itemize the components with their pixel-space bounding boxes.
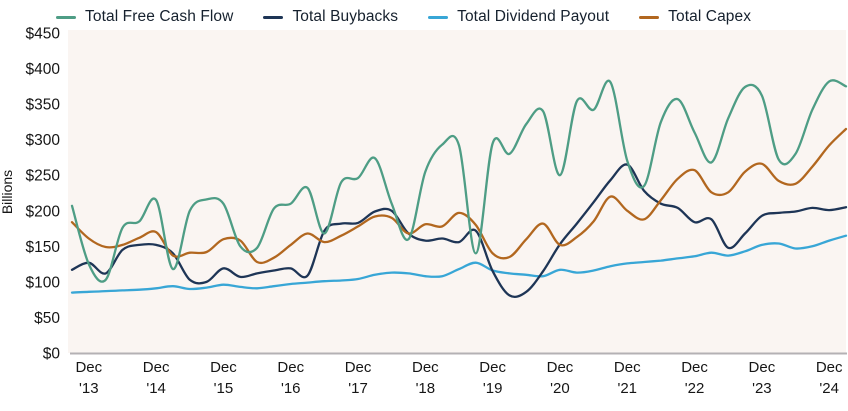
plot-background: [68, 30, 846, 353]
x-tick-year: '21: [617, 380, 637, 397]
x-tick-year: '13: [79, 380, 99, 397]
buybacks-swatch-icon: [263, 15, 284, 19]
y-tick-label: $300: [26, 132, 61, 149]
x-tick-month: Dec: [75, 359, 102, 376]
legend-item-free-cash-flow: Total Free Cash Flow: [56, 8, 233, 26]
x-tick-month: Dec: [547, 359, 574, 376]
x-tick-year: '18: [416, 380, 436, 397]
x-tick-year: '20: [550, 380, 570, 397]
x-tick-month: Dec: [816, 359, 843, 376]
legend-label-capex: Total Capex: [668, 8, 752, 25]
x-tick-year: '15: [214, 380, 234, 397]
y-tick-label: $250: [26, 168, 61, 185]
total-dividend-payout-line: [70, 234, 848, 294]
x-tick-month: Dec: [749, 359, 776, 376]
x-tick-year: '17: [348, 380, 368, 397]
x-tick-month: Dec: [681, 359, 708, 376]
x-tick-year: '23: [752, 380, 772, 397]
x-tick-month: Dec: [277, 359, 304, 376]
total-capex-line: [70, 127, 848, 265]
total-free-cash-flow-line: [70, 79, 848, 283]
legend-label-free-cash-flow: Total Free Cash Flow: [85, 8, 234, 25]
x-tick-month: Dec: [210, 359, 237, 376]
x-tick-year: '24: [819, 380, 839, 397]
chart-legend: Total Free Cash Flow Total Buybacks Tota…: [56, 4, 838, 30]
x-tick-month: Dec: [143, 359, 170, 376]
legend-label-dividend-payout: Total Dividend Payout: [457, 8, 610, 25]
free-cash-flow-swatch-icon: [56, 15, 76, 19]
x-tick-year: '14: [146, 380, 166, 397]
x-tick-month: Dec: [614, 359, 641, 376]
y-tick-label: $0: [43, 346, 61, 363]
x-tick-year: '19: [483, 380, 503, 397]
x-tick-month: Dec: [345, 359, 372, 376]
total-buybacks-line: [70, 163, 848, 298]
y-axis-title: Billions: [0, 170, 15, 214]
x-tick-month: Dec: [479, 359, 506, 376]
x-tick-year: '22: [685, 380, 705, 397]
y-tick-label: $50: [34, 310, 60, 327]
legend-item-buybacks: Total Buybacks: [263, 8, 398, 26]
legend-item-capex: Total Capex: [639, 8, 751, 26]
dividend-payout-swatch-icon: [428, 15, 449, 19]
y-tick-label: $400: [26, 61, 61, 78]
y-tick-label: $450: [26, 26, 61, 43]
x-tick-year: '16: [281, 380, 301, 397]
y-tick-label: $100: [26, 274, 61, 291]
x-tick-month: Dec: [412, 359, 439, 376]
capex-swatch-icon: [639, 15, 660, 19]
legend-label-buybacks: Total Buybacks: [292, 8, 399, 25]
y-tick-label: $200: [26, 203, 61, 220]
y-tick-label: $350: [26, 97, 61, 114]
y-tick-label: $150: [26, 239, 61, 256]
legend-item-dividend-payout: Total Dividend Payout: [428, 8, 609, 26]
